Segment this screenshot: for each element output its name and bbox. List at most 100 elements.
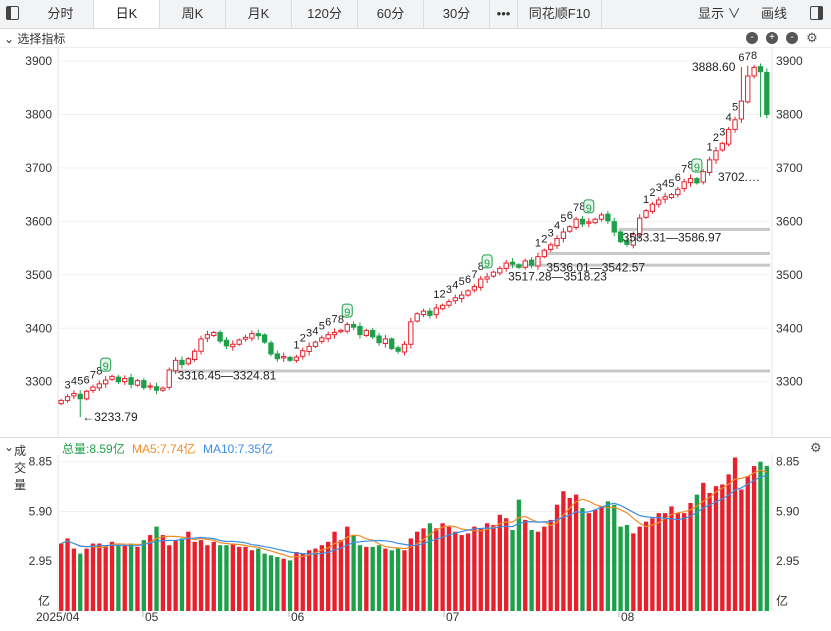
- candle-body[interactable]: [109, 375, 115, 380]
- volume-bar[interactable]: [478, 528, 483, 611]
- candle-body[interactable]: [96, 383, 102, 389]
- volume-indicator-label[interactable]: ⌄ 成交量: [4, 440, 27, 492]
- candle-body[interactable]: [490, 271, 497, 277]
- volume-bar[interactable]: [707, 492, 712, 611]
- candle-body[interactable]: [567, 226, 573, 232]
- volume-bar[interactable]: [370, 546, 375, 611]
- volume-bar[interactable]: [71, 548, 77, 611]
- volume-bar[interactable]: [440, 523, 445, 611]
- candle-body[interactable]: [579, 218, 586, 225]
- volume-bar[interactable]: [573, 494, 579, 611]
- candle-body[interactable]: [395, 347, 401, 352]
- volume-bar[interactable]: [764, 465, 769, 611]
- volume-bar[interactable]: [662, 513, 668, 611]
- tab-4[interactable]: 120分: [292, 0, 358, 28]
- right-panel-toggle-icon[interactable]: [810, 6, 823, 20]
- volume-bar[interactable]: [427, 523, 433, 611]
- candle-body[interactable]: [325, 334, 331, 340]
- volume-bar[interactable]: [300, 553, 305, 611]
- candle-body[interactable]: [732, 119, 738, 130]
- volume-bar[interactable]: [542, 526, 547, 611]
- volume-bar[interactable]: [650, 518, 655, 611]
- volume-bar[interactable]: [148, 535, 153, 611]
- candle-body[interactable]: [370, 329, 376, 338]
- volume-bar[interactable]: [618, 526, 623, 611]
- candle-body[interactable]: [293, 356, 300, 361]
- volume-bar[interactable]: [376, 545, 382, 611]
- candle-body[interactable]: [90, 386, 96, 392]
- volume-bar[interactable]: [179, 538, 185, 611]
- volume-bar[interactable]: [631, 533, 636, 611]
- volume-bar[interactable]: [529, 530, 534, 611]
- candle-body[interactable]: [401, 343, 408, 353]
- candle-body[interactable]: [249, 333, 255, 339]
- left-panel-toggle-icon[interactable]: [6, 6, 19, 20]
- volume-bar[interactable]: [434, 528, 439, 611]
- candle-body[interactable]: [414, 313, 420, 322]
- volume-bar[interactable]: [675, 513, 680, 611]
- volume-bar[interactable]: [523, 519, 528, 611]
- volume-bar[interactable]: [421, 528, 426, 611]
- volume-bar[interactable]: [78, 553, 83, 611]
- candle-body[interactable]: [223, 339, 230, 347]
- volume-bar[interactable]: [167, 545, 172, 611]
- volume-bar[interactable]: [732, 457, 738, 611]
- volume-bar[interactable]: [739, 489, 744, 611]
- tab-5[interactable]: 60分: [358, 0, 424, 28]
- volume-bar[interactable]: [262, 553, 267, 611]
- candle-body[interactable]: [668, 194, 675, 199]
- candle-body[interactable]: [236, 339, 242, 345]
- volume-bar[interactable]: [319, 545, 324, 611]
- candle-body[interactable]: [548, 244, 554, 250]
- volume-bar[interactable]: [720, 484, 725, 611]
- candle-body[interactable]: [687, 178, 694, 184]
- candle-body[interactable]: [382, 338, 389, 344]
- volume-bar[interactable]: [243, 546, 248, 611]
- volume-bar[interactable]: [351, 535, 356, 611]
- candle-body[interactable]: [643, 210, 649, 218]
- tab-3[interactable]: 月K: [226, 0, 292, 28]
- volume-bar[interactable]: [465, 533, 471, 611]
- volume-bar[interactable]: [389, 550, 394, 611]
- candlestick-chart[interactable]: 3900 3900 3800 3800 3700 3700 3600 3600 3500 3500…: [0, 47, 831, 437]
- volume-bar[interactable]: [237, 546, 242, 611]
- volume-bar[interactable]: [256, 548, 261, 611]
- candle-body[interactable]: [179, 359, 185, 366]
- candle-body[interactable]: [656, 199, 662, 205]
- candle-body[interactable]: [624, 240, 630, 245]
- candle-body[interactable]: [331, 332, 338, 336]
- candle-body[interactable]: [586, 221, 592, 224]
- volume-bar[interactable]: [548, 519, 553, 611]
- volume-bar[interactable]: [402, 550, 407, 611]
- volume-bar[interactable]: [109, 541, 115, 611]
- candle-body[interactable]: [211, 332, 217, 336]
- candle-body[interactable]: [153, 386, 160, 391]
- tab-1[interactable]: 日K: [94, 0, 160, 28]
- volume-bar[interactable]: [332, 531, 337, 611]
- candle-body[interactable]: [363, 329, 369, 336]
- volume-bar[interactable]: [713, 486, 719, 611]
- candle-body[interactable]: [319, 337, 325, 342]
- candle-body[interactable]: [637, 217, 643, 236]
- volume-bar[interactable]: [408, 538, 413, 611]
- candle-body[interactable]: [274, 353, 280, 360]
- volume-bar[interactable]: [357, 545, 363, 611]
- candle-body[interactable]: [420, 310, 427, 316]
- volume-bar[interactable]: [726, 474, 731, 611]
- candle-body[interactable]: [122, 377, 128, 383]
- candle-body[interactable]: [242, 336, 249, 340]
- volume-bar[interactable]: [230, 543, 235, 611]
- volume-bar[interactable]: [459, 535, 464, 611]
- tab-6[interactable]: 30分: [424, 0, 490, 28]
- volume-bar[interactable]: [484, 523, 490, 611]
- candle-body[interactable]: [503, 262, 509, 269]
- candle-body[interactable]: [528, 259, 535, 266]
- candle-body[interactable]: [439, 304, 446, 310]
- candle-body[interactable]: [554, 237, 560, 247]
- display-menu[interactable]: 显示 ∨: [698, 6, 741, 21]
- volume-bar[interactable]: [116, 545, 121, 611]
- tab-0[interactable]: 分时: [28, 0, 94, 28]
- candle-body[interactable]: [452, 297, 458, 302]
- volume-bar[interactable]: [694, 494, 700, 611]
- candle-body[interactable]: [306, 345, 312, 353]
